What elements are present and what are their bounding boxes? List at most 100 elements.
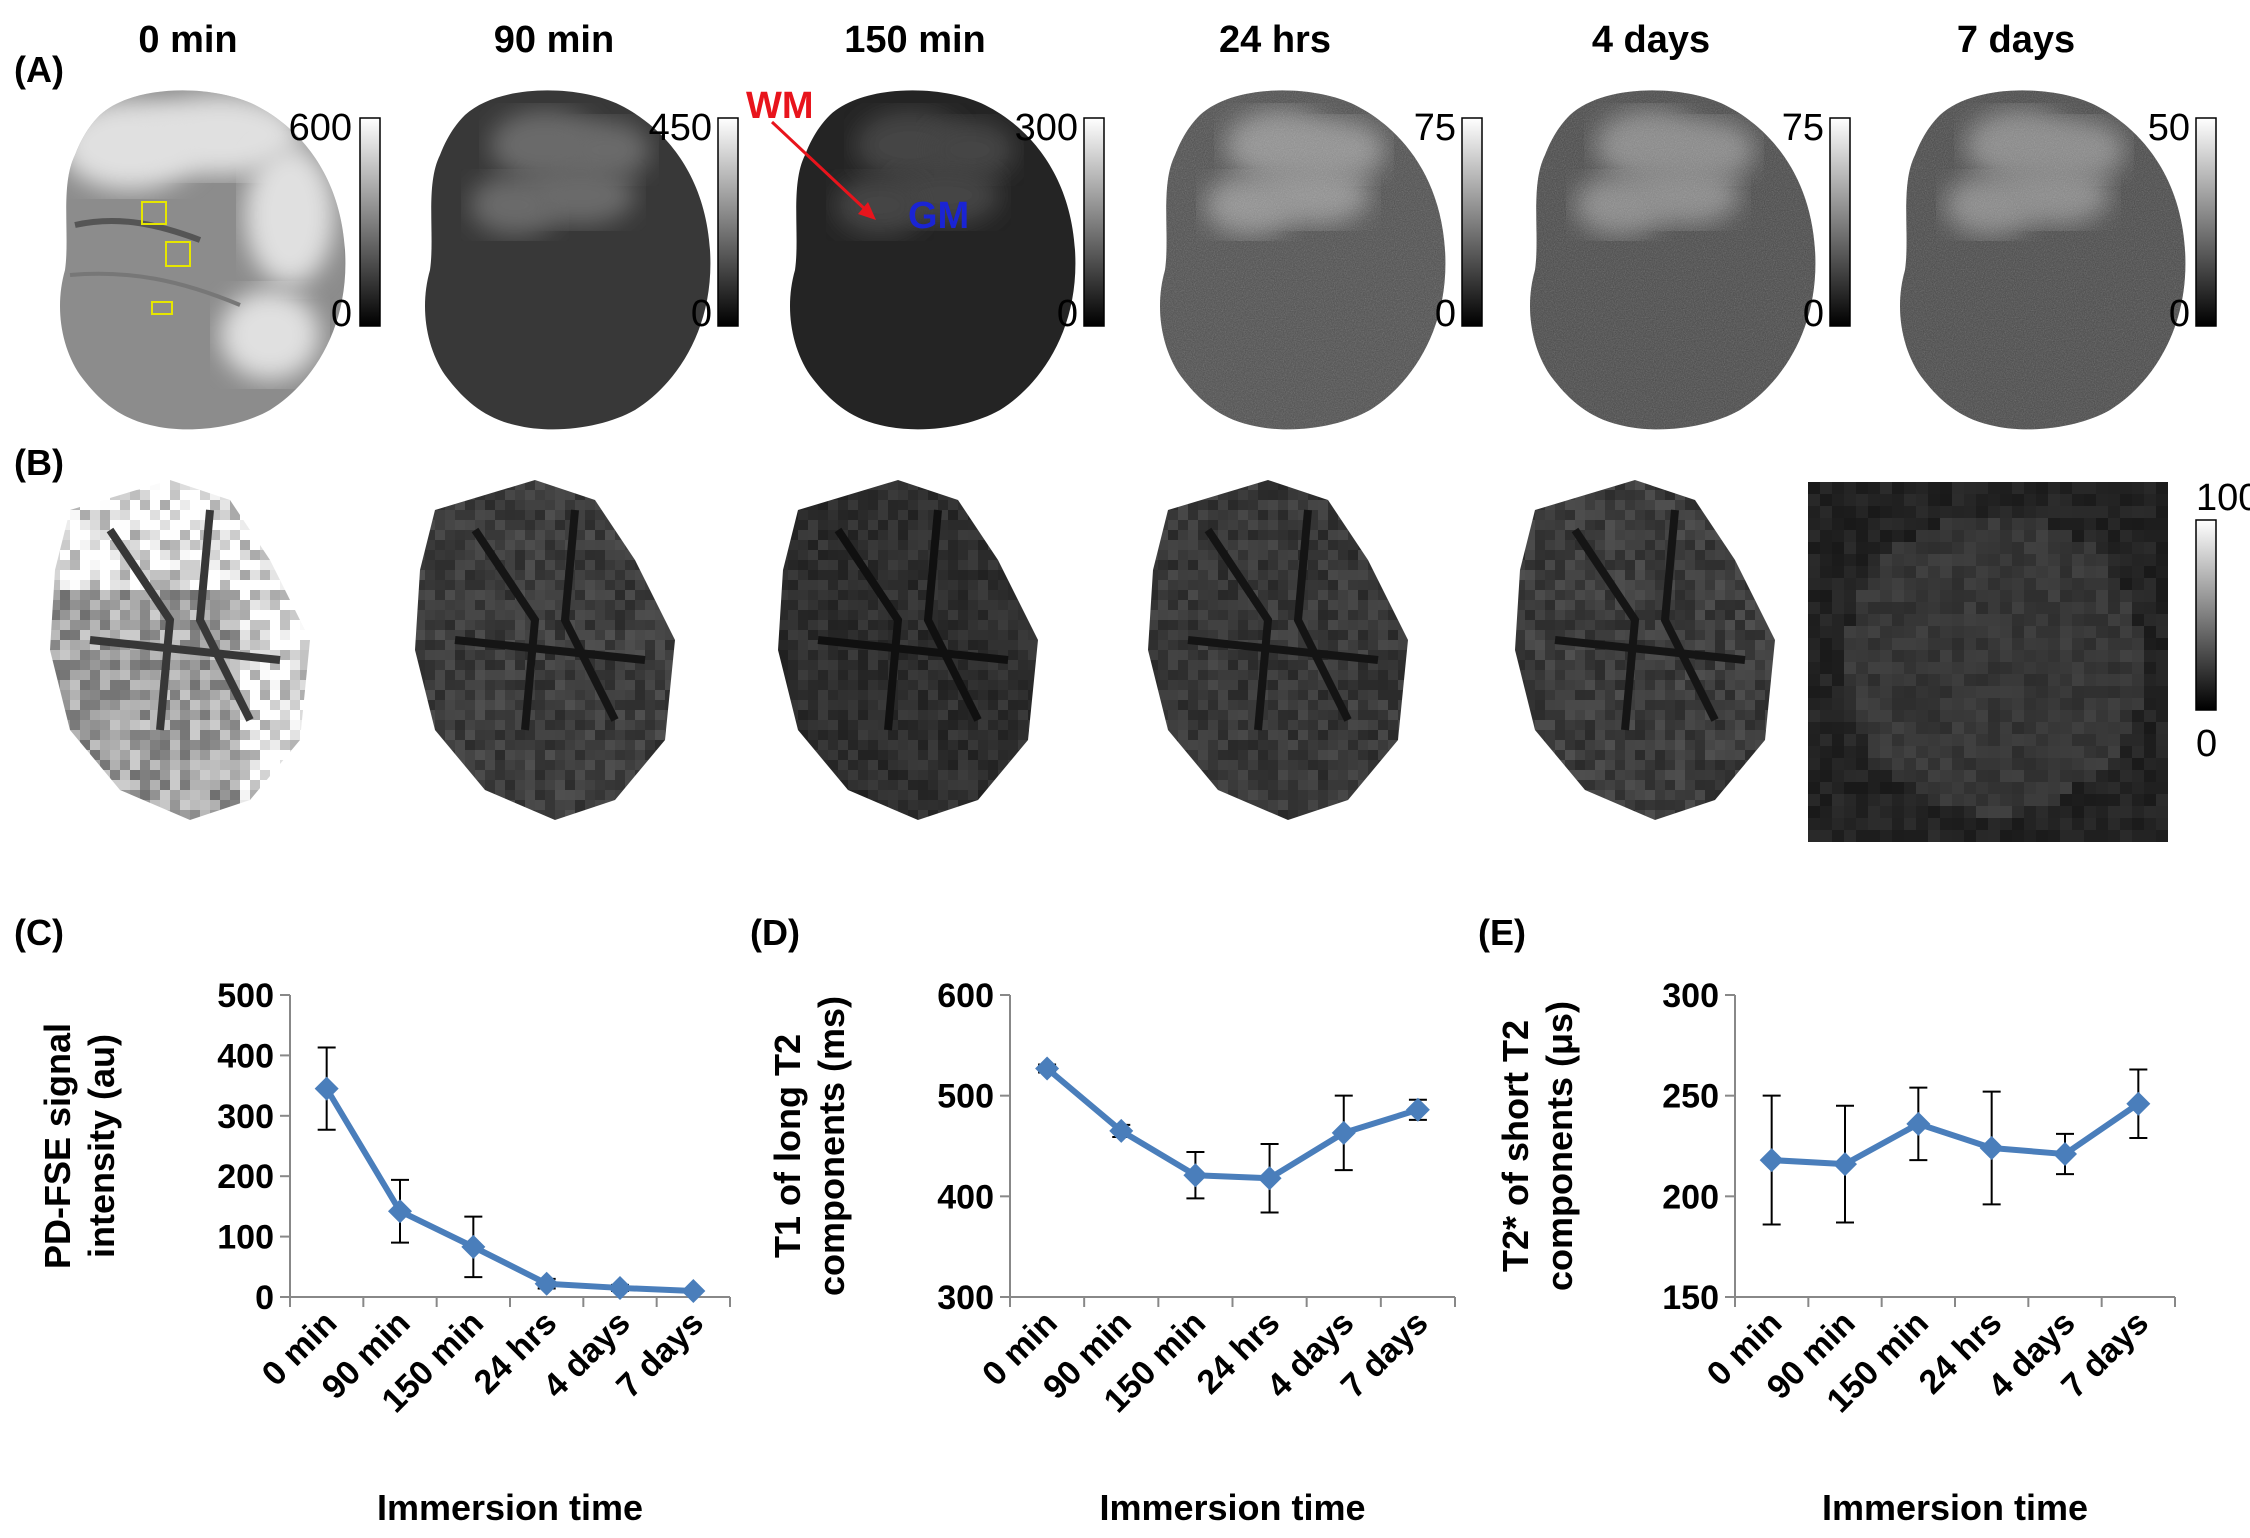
- data-point: [1833, 1152, 1857, 1177]
- y-tick-label: 300: [1662, 977, 1719, 1015]
- roi-box-3: [151, 301, 173, 315]
- data-point: [461, 1234, 486, 1259]
- colorbar-7days: 50 0: [2148, 107, 2217, 335]
- colorbar-max-4days: 75: [1782, 107, 1824, 149]
- data-point: [608, 1275, 632, 1300]
- lobe-3: [835, 175, 925, 235]
- map-image-b-1: [415, 480, 675, 820]
- sulcus-line: [1554, 509, 1746, 731]
- panel-label-a: (A): [14, 49, 64, 90]
- gm-label: GM: [908, 195, 969, 237]
- mr-image-a-1: [425, 90, 711, 430]
- wm-arrow: [770, 120, 870, 214]
- data-point: [1183, 1163, 1208, 1188]
- mr-image-a-2: [790, 90, 1076, 430]
- data-point: [314, 1076, 339, 1101]
- lobe-3: [220, 290, 320, 380]
- y-axis-label: T1 of long T2: [767, 1034, 808, 1258]
- colorbar-min-4days: 0: [1803, 293, 1824, 335]
- series-line: [1771, 1101, 2141, 1168]
- wm-arrowhead: [858, 202, 876, 220]
- lobe-1: [140, 95, 300, 175]
- roi-box-2: [165, 241, 191, 267]
- mr-image-a-5: [1900, 90, 2186, 430]
- x-axis-label: Immersion time: [377, 1487, 643, 1528]
- y-axis-label: components (μs): [1539, 1001, 1580, 1291]
- y-tick-label: 100: [217, 1219, 274, 1257]
- data-point: [1331, 1120, 1356, 1145]
- y-tick-label: 150: [1662, 1279, 1719, 1317]
- y-tick-label: 300: [217, 1098, 274, 1136]
- lobe-2: [245, 145, 335, 285]
- colorbar-min-7days: 0: [2169, 293, 2190, 335]
- panel-label-b: (B): [14, 442, 64, 483]
- noise-texture: [1160, 90, 1446, 430]
- data-point: [1405, 1097, 1430, 1122]
- row-a-colorbars: 600 0 450 0 300 0 75 0 75 0 50 0: [289, 107, 2217, 335]
- y-tick-label: 250: [1662, 1078, 1719, 1116]
- colorbar-max-90min: 450: [649, 107, 712, 149]
- colorbar-min-90min: 0: [691, 293, 712, 335]
- y-tick-label: 500: [937, 1078, 994, 1116]
- y-tick-label: 400: [937, 1178, 994, 1216]
- y-tick-label: 400: [217, 1037, 274, 1075]
- roi-boxes: [141, 201, 191, 315]
- data-point: [1257, 1166, 1282, 1191]
- colorbar-min-24hrs: 0: [1435, 293, 1456, 335]
- x-axis-label: Immersion time: [1099, 1487, 1365, 1528]
- y-tick-label: 200: [217, 1158, 274, 1196]
- mr-image-a-0: [60, 90, 346, 430]
- data-point: [388, 1199, 412, 1224]
- colorbar-max-0min: 600: [289, 107, 352, 149]
- series-line: [1045, 1066, 1419, 1182]
- lobe-1: [560, 120, 650, 180]
- colorbar-row-b: 100 0: [2195, 477, 2250, 765]
- data-point: [1109, 1118, 1134, 1143]
- mr-image-a-3: [1160, 90, 1446, 430]
- roi-box-1: [141, 201, 167, 225]
- sulcus-line: [74, 218, 202, 243]
- row-b-images: [50, 480, 2168, 842]
- data-point: [1906, 1111, 1931, 1136]
- data-point: [1979, 1136, 2004, 1161]
- data-point: [1035, 1056, 1060, 1081]
- colorbar-max-row-b: 100: [2196, 477, 2250, 519]
- data-point: [534, 1271, 559, 1296]
- map-image-b-4: [1515, 480, 1775, 820]
- row-a-images: [60, 90, 2186, 430]
- colorbar-0min: 600 0: [289, 107, 381, 335]
- y-axis-label: components (ms): [811, 996, 852, 1296]
- time-header-4days: 4 days: [1592, 19, 1710, 61]
- noise-texture: [1900, 90, 2186, 430]
- sulcus-line: [817, 509, 1009, 731]
- x-axis-label: Immersion time: [1822, 1487, 2088, 1528]
- time-header-150min: 150 min: [844, 19, 986, 61]
- y-tick-label: 500: [217, 977, 274, 1015]
- panel-label-e: (E): [1478, 912, 1526, 953]
- wm-gm-annotation: WM GM: [746, 85, 969, 237]
- colorbar-24hrs: 75 0: [1414, 107, 1483, 335]
- data-point: [1759, 1148, 1784, 1173]
- sulcus-line: [454, 509, 646, 731]
- y-axis-label: PD-FSE signal: [37, 1023, 78, 1269]
- sulcus-line: [89, 509, 281, 731]
- y-axis-label: T2* of short T2: [1495, 1020, 1536, 1272]
- wm-label: WM: [746, 85, 814, 127]
- colorbar-min-0min: 0: [331, 293, 352, 335]
- series-line: [324, 1087, 694, 1294]
- data-point: [2126, 1091, 2151, 1116]
- lobe-3: [470, 175, 560, 235]
- time-header-0min: 0 min: [138, 19, 237, 61]
- colorbar-max-150min: 300: [1015, 107, 1078, 149]
- colorbar-max-24hrs: 75: [1414, 107, 1456, 149]
- y-tick-label: 0: [255, 1279, 274, 1317]
- noise-texture: [1530, 90, 1816, 430]
- y-tick-label: 200: [1662, 1178, 1719, 1216]
- y-axis-label: intensity (au): [81, 1034, 122, 1258]
- colorbar-min-row-b: 0: [2196, 723, 2217, 765]
